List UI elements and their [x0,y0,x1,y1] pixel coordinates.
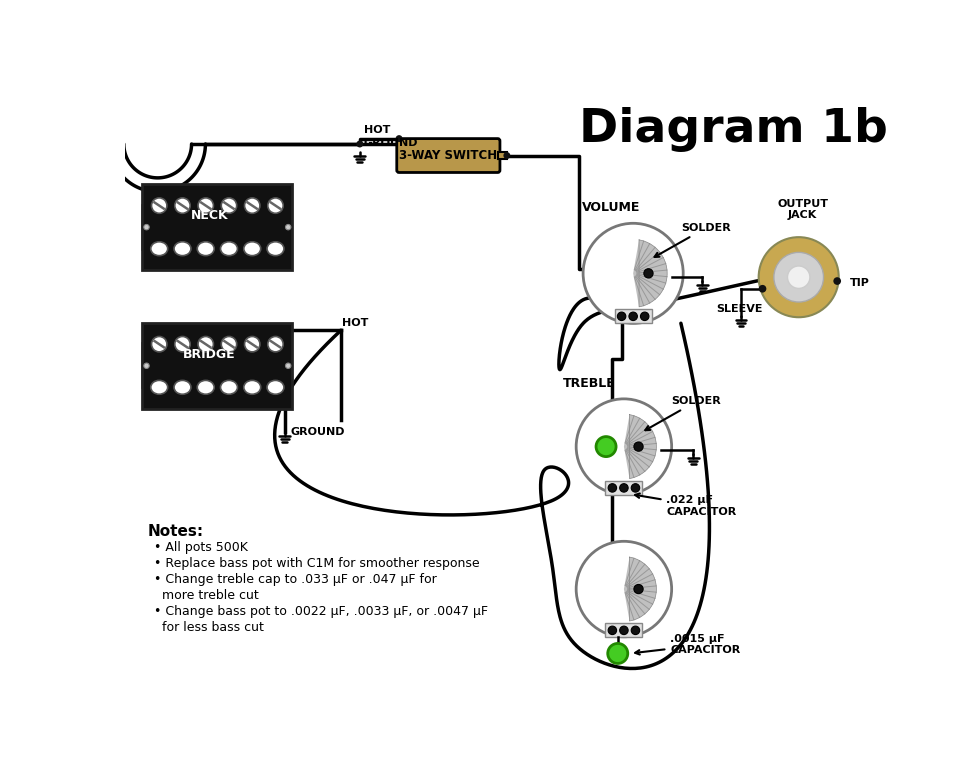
Ellipse shape [267,380,284,394]
Circle shape [245,198,260,213]
Ellipse shape [244,380,261,394]
Circle shape [634,584,643,594]
Text: • Change treble cap to .033 µF or .047 µF for: • Change treble cap to .033 µF or .047 µ… [154,573,437,586]
Text: NECK: NECK [191,209,228,222]
Ellipse shape [174,242,191,256]
Circle shape [198,336,214,352]
Text: SOLDER: SOLDER [645,397,721,430]
Circle shape [596,437,616,457]
Circle shape [774,253,823,302]
Circle shape [144,224,149,229]
Ellipse shape [220,242,237,256]
Ellipse shape [220,380,237,394]
Ellipse shape [197,242,215,256]
Circle shape [152,198,167,213]
Text: • All pots 500K: • All pots 500K [154,541,248,554]
Circle shape [245,336,260,352]
Text: OUTPUT
JACK: OUTPUT JACK [777,199,828,220]
Circle shape [634,442,643,451]
Text: Notes:: Notes: [148,524,204,538]
Text: SLEEVE: SLEEVE [716,304,762,314]
Bar [142,323,292,409]
Text: for less bass cut: for less bass cut [154,621,264,634]
Circle shape [221,336,237,352]
Circle shape [833,277,841,285]
Bar [614,310,652,323]
Text: BRIDGE: BRIDGE [183,348,236,360]
Circle shape [221,198,237,213]
Circle shape [644,269,653,278]
Circle shape [759,237,839,317]
Circle shape [504,152,511,159]
Ellipse shape [267,242,284,256]
Text: TREBLE: TREBLE [563,377,615,390]
Circle shape [285,224,291,229]
Text: .0015 µF
CAPACITOR: .0015 µF CAPACITOR [635,634,740,655]
Circle shape [174,198,190,213]
Circle shape [608,644,628,664]
Text: TIP: TIP [850,279,869,288]
Bar [278,205,292,249]
Polygon shape [624,557,657,621]
Polygon shape [624,414,657,479]
Ellipse shape [151,242,168,256]
FancyBboxPatch shape [397,139,500,172]
Circle shape [357,140,364,147]
Bar [278,343,292,388]
Text: GROUND: GROUND [364,138,418,148]
Circle shape [629,312,637,320]
Circle shape [609,484,616,492]
Bar [606,624,643,638]
Text: Diagram 1b: Diagram 1b [579,107,888,152]
Circle shape [631,484,640,492]
Text: VOLUME: VOLUME [582,201,641,214]
Circle shape [174,336,190,352]
Polygon shape [633,239,667,307]
Text: 3-WAY SWITCH: 3-WAY SWITCH [399,149,498,162]
Circle shape [609,626,616,634]
Text: GROUND: GROUND [291,427,345,437]
Text: HOT: HOT [364,126,390,136]
Circle shape [583,223,683,323]
Circle shape [576,541,671,637]
Circle shape [788,266,809,289]
Circle shape [641,312,649,320]
Ellipse shape [197,380,215,394]
Circle shape [152,336,167,352]
Circle shape [631,626,640,634]
Circle shape [576,399,671,494]
Circle shape [619,626,628,634]
Bar [498,152,507,159]
Circle shape [396,135,403,142]
Text: HOT: HOT [342,318,368,328]
Circle shape [268,198,283,213]
Ellipse shape [244,242,261,256]
Bar [142,205,156,249]
Circle shape [268,336,283,352]
Circle shape [619,484,628,492]
Circle shape [759,285,766,293]
Circle shape [198,198,214,213]
Bar [142,184,292,270]
Text: .022 µF
CAPACITOR: .022 µF CAPACITOR [635,494,737,517]
Circle shape [144,363,149,368]
Text: • Replace bass pot with C1M for smoother response: • Replace bass pot with C1M for smoother… [154,557,480,570]
Ellipse shape [174,380,191,394]
Circle shape [617,312,626,320]
Text: SOLDER: SOLDER [655,223,731,257]
Bar [142,343,156,388]
Circle shape [285,363,291,368]
Bar [606,481,643,495]
Text: more treble cut: more treble cut [154,589,259,602]
Text: • Change bass pot to .0022 µF, .0033 µF, or .0047 µF: • Change bass pot to .0022 µF, .0033 µF,… [154,605,488,618]
Ellipse shape [151,380,168,394]
